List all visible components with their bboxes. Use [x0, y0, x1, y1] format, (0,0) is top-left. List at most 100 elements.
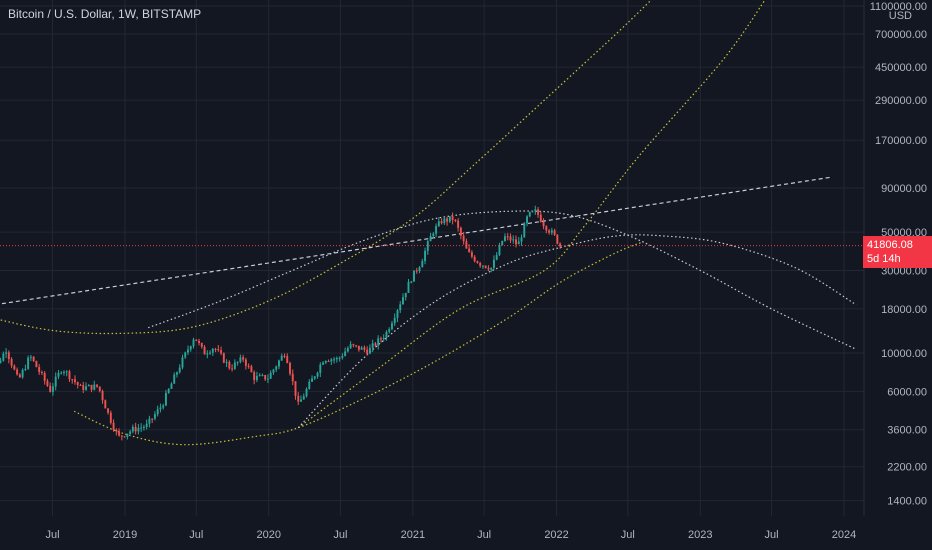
candle-body	[465, 241, 468, 249]
candle-body	[184, 352, 187, 358]
candle-body	[233, 362, 236, 369]
candle-body	[506, 236, 509, 238]
candle-body	[388, 329, 391, 332]
candle-body	[247, 365, 250, 367]
price-tick-label: 3600.00	[887, 425, 927, 437]
candle-body	[0, 360, 2, 363]
trend-line-dashed[interactable]	[0, 176, 832, 307]
candle-body	[40, 372, 43, 374]
candle-body	[283, 355, 286, 357]
candle-body	[156, 409, 159, 415]
candle-body	[222, 353, 225, 363]
currency-label: USD	[889, 10, 912, 22]
candle-body	[148, 418, 151, 424]
candle-body	[512, 239, 515, 241]
time-tick-label: 2021	[401, 529, 425, 541]
candle-body	[211, 348, 214, 353]
candle-body	[286, 356, 289, 363]
candle-body	[266, 378, 269, 380]
candle-body	[324, 360, 327, 363]
candle-body	[335, 358, 338, 360]
candle-body	[275, 366, 278, 370]
candle-body	[131, 426, 134, 432]
time-tick-label: 2023	[688, 529, 712, 541]
time-tick-label: 2024	[832, 529, 856, 541]
price-tick-label: 90000.00	[881, 183, 927, 195]
candle-body	[54, 376, 57, 387]
candle-body	[457, 220, 460, 228]
bar-countdown: 5d 14h	[867, 253, 901, 265]
candle-body	[280, 355, 283, 361]
candle-body	[448, 216, 451, 222]
candle-body	[462, 235, 465, 242]
candle-body	[374, 343, 377, 346]
candle-body	[501, 240, 504, 246]
candle-body	[220, 350, 223, 354]
candle-body	[32, 356, 35, 362]
candle-body	[189, 346, 192, 350]
candle-body	[217, 349, 220, 351]
arc-yellow-lower[interactable]	[73, 241, 644, 446]
candle-body	[225, 361, 228, 363]
candle-body	[244, 359, 247, 366]
arc-yellow-upper[interactable]	[0, 0, 658, 335]
candle-body	[481, 265, 484, 267]
candle-body	[311, 378, 313, 382]
candle-body	[289, 362, 291, 374]
time-tick-label: Jul	[477, 529, 491, 541]
candle-body	[515, 239, 517, 245]
candle-body	[504, 236, 506, 241]
candle-body	[200, 342, 203, 347]
candle-body	[454, 219, 457, 221]
candle-body	[140, 427, 143, 429]
price-tick-label: 1400.00	[887, 496, 927, 508]
candle-body	[151, 418, 154, 420]
candle-body	[87, 384, 90, 387]
candle-body	[269, 372, 272, 379]
candle-body	[537, 209, 540, 215]
candle-body	[300, 399, 302, 402]
candle-body	[181, 357, 184, 368]
candle-body	[126, 433, 129, 437]
candle-body	[526, 216, 528, 224]
time-axis[interactable]: Jul 2019 Jul 2020 Jul 2021 Jul 2022 Jul 2023 Jul 20…	[46, 529, 857, 541]
candle-body	[424, 250, 427, 262]
candle-body	[255, 375, 258, 381]
candle-body	[239, 357, 242, 362]
candle-body	[517, 241, 520, 245]
candle-body	[534, 209, 537, 212]
arc-white-upper[interactable]	[147, 210, 857, 350]
candle-body	[539, 214, 542, 222]
candle-body	[192, 339, 195, 347]
arc-white-lower[interactable]	[297, 234, 857, 429]
candle-body	[76, 382, 79, 385]
candle-body	[153, 414, 156, 419]
candle-body	[498, 245, 501, 255]
candle-body	[446, 218, 449, 222]
candle-body	[322, 362, 325, 365]
time-tick-label: Jul	[189, 529, 203, 541]
candle-body	[16, 369, 19, 375]
candle-body	[250, 366, 253, 373]
candle-body	[371, 343, 374, 348]
candle-body	[173, 374, 176, 384]
candle-body	[476, 261, 479, 264]
candle-body	[214, 348, 217, 350]
candle-body	[363, 347, 366, 350]
candle-body	[313, 376, 316, 379]
arc-yellow-steep[interactable]	[297, 0, 769, 429]
candle-body	[170, 383, 173, 389]
time-tick-label: Jul	[765, 529, 779, 541]
candle-body	[118, 431, 121, 436]
candle-body	[65, 371, 68, 373]
candle-body	[120, 435, 123, 437]
candle-body	[85, 386, 87, 390]
candle-body	[264, 375, 267, 380]
candle-body	[112, 422, 115, 430]
candle-body	[495, 254, 498, 260]
price-tick-label: 18000.00	[881, 304, 927, 316]
candle-body	[29, 356, 32, 358]
candle-body	[195, 339, 198, 341]
time-tick-label: 2019	[113, 529, 137, 541]
